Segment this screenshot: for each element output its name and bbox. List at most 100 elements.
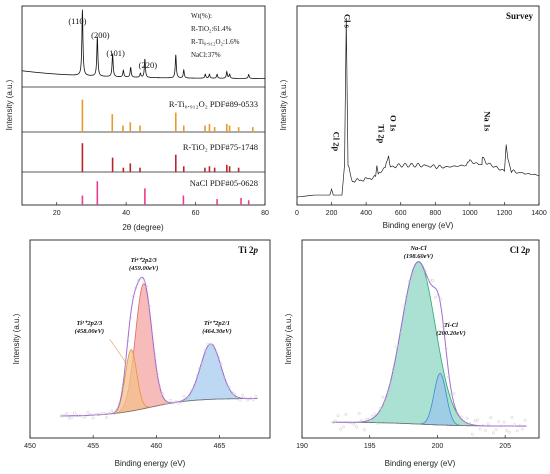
xps-raw-point	[386, 389, 390, 393]
xps-raw-point	[420, 270, 424, 273]
xps-raw-point	[209, 343, 212, 347]
x-tick-label: 465	[214, 443, 226, 450]
xps-raw-point	[415, 253, 419, 257]
survey-peak-label: Ti 2p	[377, 124, 387, 143]
xps-raw-point	[107, 411, 111, 415]
x-tick-label: 600	[395, 210, 407, 217]
xrd-composition: Wt(%): R-TiO₂:61.4% R-Ti₀.₉₁₂O₂:1.6% NaC…	[191, 12, 240, 59]
xps-raw-point	[246, 398, 250, 402]
xps-raw-point	[497, 420, 501, 424]
xps-raw-point	[254, 394, 258, 398]
xrd-peak-label: (110)	[68, 16, 86, 26]
xps-raw-point	[214, 350, 218, 354]
xps-raw-point	[89, 413, 92, 417]
xps-raw-point	[182, 394, 186, 398]
x-tick-label: 205	[499, 443, 511, 450]
ti3-leader-line	[109, 338, 127, 363]
xps-raw-point	[447, 375, 451, 379]
xps-raw-point	[235, 397, 239, 400]
xps-raw-point	[97, 413, 100, 416]
xps-raw-point	[65, 412, 68, 415]
survey-title: Survey	[506, 11, 534, 21]
xps-raw-point	[166, 401, 170, 405]
xps-raw-point	[465, 416, 469, 420]
xps-raw-point	[121, 386, 124, 390]
xps-raw-point	[473, 419, 477, 423]
cl2p-title: Cl 2p	[510, 245, 531, 255]
xps-raw-point	[187, 395, 191, 399]
xps-raw-point	[134, 286, 138, 290]
x-tick-label: 460	[150, 443, 162, 450]
xps-raw-point	[452, 392, 456, 396]
xps-raw-point	[83, 415, 87, 419]
x-tick-label: 40	[122, 210, 130, 217]
xps-raw-point	[75, 414, 79, 418]
x-tick-label: 80	[261, 210, 269, 217]
xps-raw-point	[59, 414, 63, 418]
xps-raw-point	[436, 293, 440, 297]
xps-raw-point	[410, 273, 414, 277]
xps-raw-point	[70, 415, 74, 419]
xps-raw-point	[455, 411, 459, 415]
xps-raw-point	[169, 398, 172, 402]
xps-raw-point	[489, 416, 493, 420]
xps-raw-point	[249, 396, 252, 400]
xps-raw-point	[376, 421, 380, 425]
xps-raw-point	[145, 285, 148, 288]
survey-peak-label: Na 1s	[482, 111, 492, 132]
xps-raw-point	[195, 374, 199, 377]
xps-raw-point	[190, 388, 194, 392]
xps-raw-point	[397, 344, 401, 348]
xps-raw-point	[336, 414, 340, 418]
xps-raw-point	[444, 347, 448, 351]
xps-raw-point	[139, 276, 143, 280]
xps-peak-position: (198.60eV)	[404, 253, 433, 260]
xps-raw-point	[179, 400, 183, 404]
xrd-ref-label: R-Ti₀.₉₁₂O₂ PDF#89-0533	[169, 99, 258, 109]
xps-envelope-line	[332, 261, 527, 427]
xps-raw-point	[523, 418, 527, 422]
cl2p-panel: Na-Cl(198.60eV) Ti-Cl(200.20eV) 190 195 200 2…	[284, 239, 540, 468]
xps-raw-point	[339, 427, 343, 431]
xrd-panel: (110) (200) (101) (220) 20 40 60 80 Wt(%): R-Ti…	[5, 5, 269, 232]
ti2p-frame	[29, 239, 271, 439]
xps-raw-point	[428, 278, 432, 282]
cl2p-frame	[301, 239, 540, 439]
survey-peak-label: Cl s	[343, 14, 353, 29]
xps-raw-point	[73, 411, 76, 415]
xps-raw-point	[344, 413, 348, 416]
x-tick-label: 1200	[497, 210, 513, 217]
xps-raw-point	[510, 415, 514, 419]
xps-raw-point	[174, 400, 178, 404]
xps-raw-point	[217, 356, 220, 359]
survey-peak-label: Cl 2p	[332, 132, 342, 152]
x-tick-label: 200	[432, 443, 444, 450]
xps-raw-point	[86, 410, 90, 414]
xps-raw-point	[399, 331, 403, 335]
composition-line: R-Ti₀.₉₁₂O₂:1.6%	[191, 38, 240, 46]
xps-raw-point	[158, 384, 162, 388]
x-tick-label: 60	[192, 210, 200, 217]
xps-raw-point	[211, 344, 215, 347]
xps-raw-point	[62, 414, 66, 417]
xps-raw-point	[227, 385, 231, 389]
xps-raw-point	[94, 412, 98, 416]
xps-raw-point	[520, 427, 524, 431]
xps-raw-point	[434, 295, 437, 299]
xps-raw-point	[150, 331, 154, 335]
xps-raw-point	[131, 295, 135, 298]
xps-raw-point	[476, 418, 480, 422]
xps-peak-label: Ti⁴⁺2p2/1	[204, 320, 230, 327]
x-tick-label: 400	[360, 210, 372, 217]
xps-raw-point	[381, 395, 385, 399]
xps-raw-point	[225, 382, 228, 386]
xrd-peak-label: (200)	[91, 30, 110, 40]
xps-raw-point	[463, 420, 466, 424]
xps-raw-point	[137, 279, 140, 283]
xps-raw-point	[405, 294, 408, 298]
xps-raw-point	[222, 376, 226, 380]
xps-raw-point	[341, 425, 345, 429]
xps-raw-point	[486, 422, 490, 426]
xps-raw-point	[118, 401, 122, 405]
xps-raw-point	[113, 412, 116, 416]
